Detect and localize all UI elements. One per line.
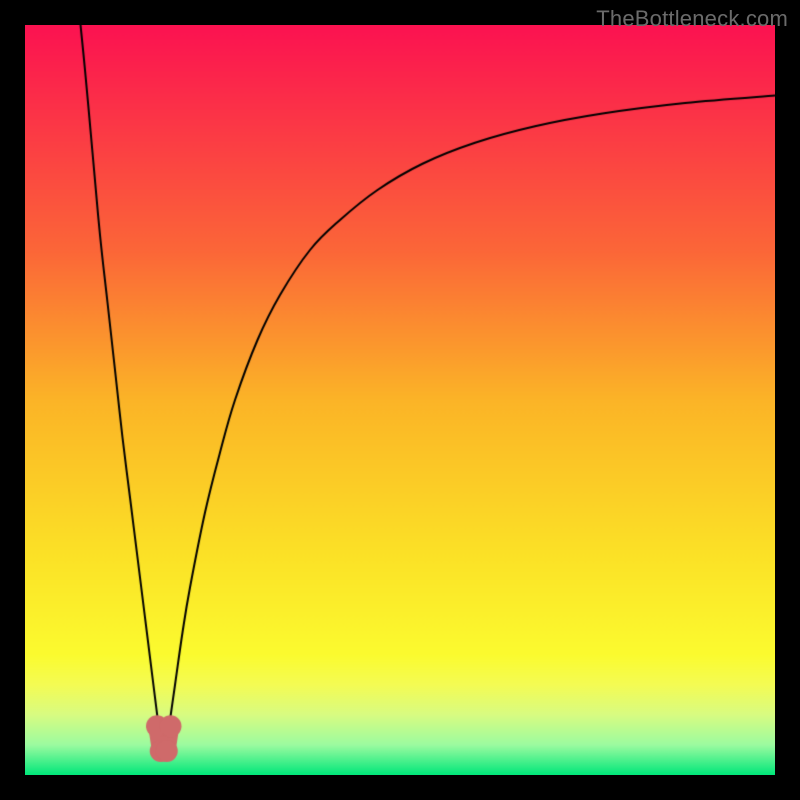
chart-frame: { "watermark": { "text": "TheBottleneck.… [0,0,800,800]
chart-canvas [25,25,775,775]
watermark-text: TheBottleneck.com [596,6,788,32]
plot-area [25,25,775,775]
